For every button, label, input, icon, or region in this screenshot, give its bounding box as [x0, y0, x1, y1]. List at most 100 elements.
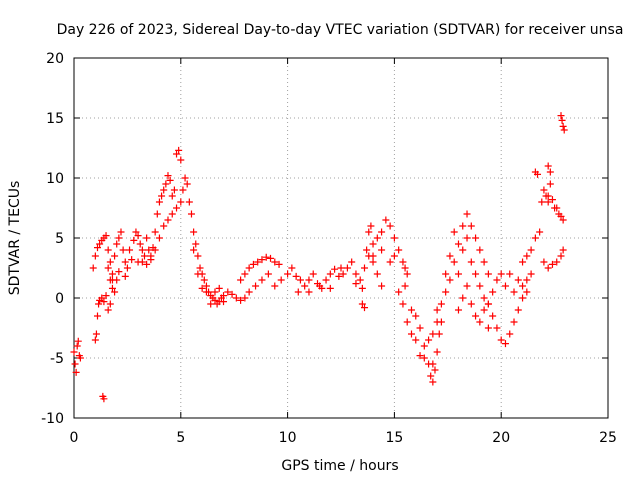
data-point — [484, 300, 492, 308]
data-point — [510, 288, 518, 296]
data-point — [207, 300, 215, 308]
data-point — [111, 252, 119, 260]
data-point — [523, 252, 531, 260]
data-point — [480, 258, 488, 266]
data-point — [316, 282, 324, 290]
data-point — [181, 174, 189, 182]
data-point — [467, 222, 475, 230]
data-point — [427, 372, 435, 380]
data-point — [92, 330, 100, 338]
data-point — [194, 252, 202, 260]
data-point — [91, 336, 99, 344]
data-point — [557, 112, 565, 120]
data-point — [420, 342, 428, 350]
data-point — [91, 252, 99, 260]
data-point — [510, 318, 518, 326]
data-point — [254, 258, 262, 266]
data-point — [489, 312, 497, 320]
data-point — [506, 270, 514, 278]
data-point — [407, 306, 415, 314]
data-point — [108, 270, 116, 278]
data-point — [258, 256, 266, 264]
data-point — [358, 300, 366, 308]
data-point — [93, 244, 101, 252]
data-point — [548, 196, 556, 204]
data-point — [373, 270, 381, 278]
data-point — [151, 228, 159, 236]
data-point — [288, 264, 296, 272]
data-point — [450, 258, 458, 266]
data-point — [98, 294, 106, 302]
data-point — [70, 348, 78, 356]
data-point — [416, 352, 424, 360]
data-point — [160, 222, 168, 230]
data-point — [155, 234, 163, 242]
data-point — [395, 288, 403, 296]
data-point — [237, 296, 245, 304]
data-point — [119, 246, 127, 254]
data-point — [211, 288, 219, 296]
data-point — [262, 253, 270, 261]
data-point — [401, 282, 409, 290]
data-point — [472, 312, 480, 320]
data-point — [277, 276, 285, 284]
data-point — [202, 282, 210, 290]
data-point — [267, 254, 275, 262]
data-point — [531, 234, 539, 242]
data-point — [519, 282, 527, 290]
data-point — [292, 272, 300, 280]
data-point — [401, 264, 409, 272]
data-point — [540, 258, 548, 266]
data-point — [241, 294, 249, 302]
data-point — [484, 324, 492, 332]
data-point — [538, 198, 546, 206]
data-point — [425, 336, 433, 344]
data-point — [271, 282, 279, 290]
data-point — [187, 210, 195, 218]
data-point — [130, 236, 138, 244]
tick-labels: 0 5 10 15 20 25 -10 -5 0 5 10 15 20 — [41, 51, 617, 446]
data-point — [429, 360, 437, 368]
data-point — [484, 270, 492, 278]
data-point — [403, 318, 411, 326]
data-point — [190, 228, 198, 236]
data-point — [224, 288, 232, 296]
data-point — [435, 330, 443, 338]
x-tick-label: 0 — [70, 430, 79, 446]
data-point — [557, 252, 565, 260]
data-point — [202, 288, 210, 296]
data-point — [335, 272, 343, 280]
data-point — [476, 318, 484, 326]
data-point — [459, 222, 467, 230]
data-point — [271, 258, 279, 266]
data-point — [480, 306, 488, 314]
data-point — [386, 258, 394, 266]
data-point — [121, 258, 129, 266]
data-point — [136, 240, 144, 248]
data-point — [493, 276, 501, 284]
data-point — [337, 264, 345, 272]
y-tick-label: -5 — [50, 351, 64, 367]
data-point — [348, 258, 356, 266]
data-point — [442, 270, 450, 278]
data-point — [412, 336, 420, 344]
data-point — [73, 342, 81, 350]
data-point — [386, 222, 394, 230]
data-point — [360, 264, 368, 272]
data-point — [76, 354, 84, 362]
data-point — [407, 330, 415, 338]
data-point — [100, 395, 108, 403]
data-point — [294, 288, 302, 296]
data-point — [275, 260, 283, 268]
data-point — [454, 306, 462, 314]
data-point — [111, 288, 119, 296]
data-point — [183, 180, 191, 188]
data-point — [544, 264, 552, 272]
data-point — [128, 256, 136, 264]
data-point — [412, 312, 420, 320]
x-tick-label: 25 — [599, 430, 617, 446]
data-point — [264, 270, 272, 278]
data-point — [153, 210, 161, 218]
data-point — [416, 324, 424, 332]
data-point — [446, 276, 454, 284]
